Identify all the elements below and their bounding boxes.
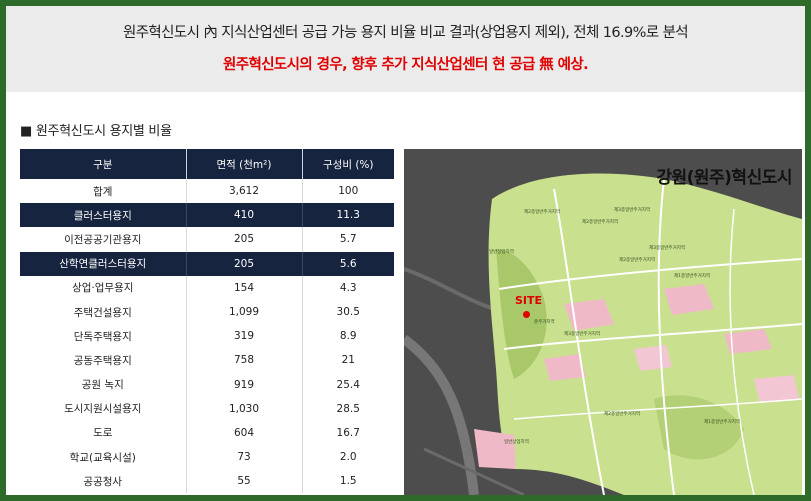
cell-ratio: 16.7 xyxy=(336,426,360,439)
cell-category: 클러스터용지 xyxy=(20,203,187,228)
table-row: 공원 녹지 919 25.4 xyxy=(20,372,394,397)
cell-area: 154 xyxy=(186,275,303,300)
cell-area: 1,030 xyxy=(186,396,303,421)
cell-category: 도시지원시설용지 xyxy=(20,396,187,421)
cell-area: 919 xyxy=(186,372,303,397)
cell-area: 205 xyxy=(186,227,303,252)
zone-label: 제3종일반주거지역 xyxy=(614,208,650,213)
table-row: 공동주택용지 758 21 xyxy=(20,348,394,373)
table-row: 도로 604 16.7 xyxy=(20,420,394,446)
zone-label: 제2종일반주거지역 xyxy=(524,210,560,215)
site-label: SITE xyxy=(515,294,543,307)
cell-ratio: 2.0 xyxy=(339,451,357,464)
zone-label: 제2종일반주거지역 xyxy=(582,220,618,225)
cell-category: 도로 xyxy=(20,420,187,446)
cell-category: 공공청사 xyxy=(20,469,187,494)
table-row: 주택건설용지 1,099 30.5 xyxy=(20,299,394,325)
headline: 원주혁신도시 內 지식산업센터 공급 가능 용지 비율 비교 결과(상업용지 제… xyxy=(122,25,689,41)
zone-label: 일반상업지역 xyxy=(489,250,514,255)
cell-area: 604 xyxy=(186,420,303,446)
cell-ratio: 100 xyxy=(338,185,359,198)
cell-category: 공원 녹지 xyxy=(20,372,187,397)
zone-label: 제2종일반주거지역 xyxy=(619,258,655,263)
land-use-ratio-table: 구분 면적 (천m²) 구성비 (%) 합계 3,612 100 클러스터용지 410 1… xyxy=(20,149,394,494)
column-header-area: 면적 (천m²) xyxy=(186,149,303,179)
cell-area: 205 xyxy=(186,251,303,276)
cell-area: 319 xyxy=(186,324,303,349)
cell-category: 학교(교육시설) xyxy=(20,445,187,470)
cell-ratio: 4.3 xyxy=(339,281,357,294)
cell-category: 단독주택용지 xyxy=(20,324,187,349)
map-title: 강원(원주)혁신도시 xyxy=(656,168,792,188)
cell-area: 410 xyxy=(186,203,303,228)
table-row: 도시지원시설용지 1,030 28.5 xyxy=(20,396,394,421)
zone-label: 제2종일반주거지역 xyxy=(604,412,640,417)
cell-ratio: 5.7 xyxy=(339,233,357,246)
zone-label: 일반상업지역 xyxy=(504,440,529,445)
column-header-category: 구분 xyxy=(20,149,187,179)
zone-label: 준주거지역 xyxy=(534,320,555,325)
table-row: 단독주택용지 319 8.9 xyxy=(20,324,394,349)
map-graphic xyxy=(404,149,802,495)
cell-ratio: 30.5 xyxy=(336,306,360,319)
page-frame: 원주혁신도시 內 지식산업센터 공급 가능 용지 비율 비교 결과(상업용지 제… xyxy=(6,6,805,495)
cell-ratio: 25.4 xyxy=(336,378,360,391)
table-row: 합계 3,612 100 xyxy=(20,179,394,204)
cell-ratio: 8.9 xyxy=(339,330,357,343)
city-map: 강원(원주)혁신도시 제2종일반주거지역 제3종일반주거지역 제2종일반주거지역 일반… xyxy=(404,149,802,495)
cell-ratio: 11.3 xyxy=(302,203,394,228)
zone-label: 제3종일반주거지역 xyxy=(564,332,600,337)
table-row: 산학연클러스터용지 205 5.6 xyxy=(20,251,394,276)
cell-ratio: 5.6 xyxy=(302,251,394,276)
column-header-ratio: 구성비 (%) xyxy=(302,149,394,179)
cell-category: 합계 xyxy=(20,179,187,204)
cell-ratio: 28.5 xyxy=(336,402,360,415)
table-row: 이전공공기관용지 205 5.7 xyxy=(20,227,394,252)
cell-area: 3,612 xyxy=(186,179,303,204)
cell-category: 산학연클러스터용지 xyxy=(20,251,187,276)
cell-area: 1,099 xyxy=(186,299,303,325)
cell-ratio: 21 xyxy=(341,354,355,367)
subheadline: 원주혁신도시의 경우, 향후 추가 지식산업센터 현 공급 無 예상. xyxy=(222,57,589,73)
cell-category: 주택건설용지 xyxy=(20,299,187,325)
table-row: 공공청사 55 1.5 xyxy=(20,469,394,494)
cell-area: 758 xyxy=(186,348,303,373)
table-row: 학교(교육시설) 73 2.0 xyxy=(20,445,394,470)
cell-area: 73 xyxy=(186,445,303,470)
zone-label: 제3종일반주거지역 xyxy=(649,246,685,251)
cell-category: 공동주택용지 xyxy=(20,348,187,373)
zone-label: 제1종일반주거지역 xyxy=(704,420,740,425)
header-banner: 원주혁신도시 內 지식산업센터 공급 가능 용지 비율 비교 결과(상업용지 제… xyxy=(6,6,805,92)
section-title: ■ 원주혁신도시 용지별 비율 xyxy=(20,124,172,139)
zone-label: 제1종일반주거지역 xyxy=(674,274,710,279)
table-header-row: 구분 면적 (천m²) 구성비 (%) xyxy=(20,149,394,179)
cell-category: 상업·업무용지 xyxy=(20,275,187,300)
cell-ratio: 1.5 xyxy=(339,475,357,488)
cell-area: 55 xyxy=(186,469,303,494)
cell-category: 이전공공기관용지 xyxy=(20,227,187,252)
table-row: 상업·업무용지 154 4.3 xyxy=(20,275,394,300)
table-row: 클러스터용지 410 11.3 xyxy=(20,203,394,228)
site-marker-icon xyxy=(523,311,530,318)
